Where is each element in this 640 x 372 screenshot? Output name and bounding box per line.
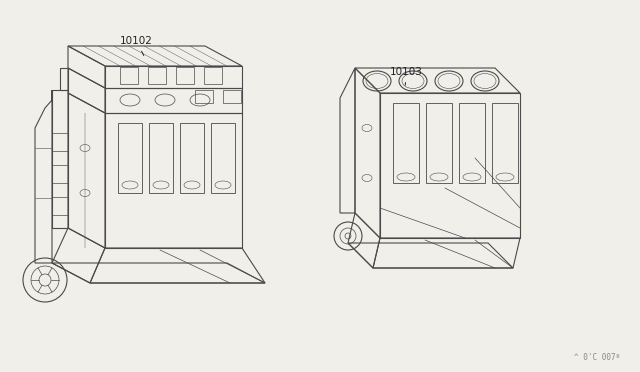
Text: 10102: 10102 [120, 36, 153, 55]
Text: 10103: 10103 [390, 67, 423, 85]
Text: ^ 0'C 007º: ^ 0'C 007º [573, 353, 620, 362]
